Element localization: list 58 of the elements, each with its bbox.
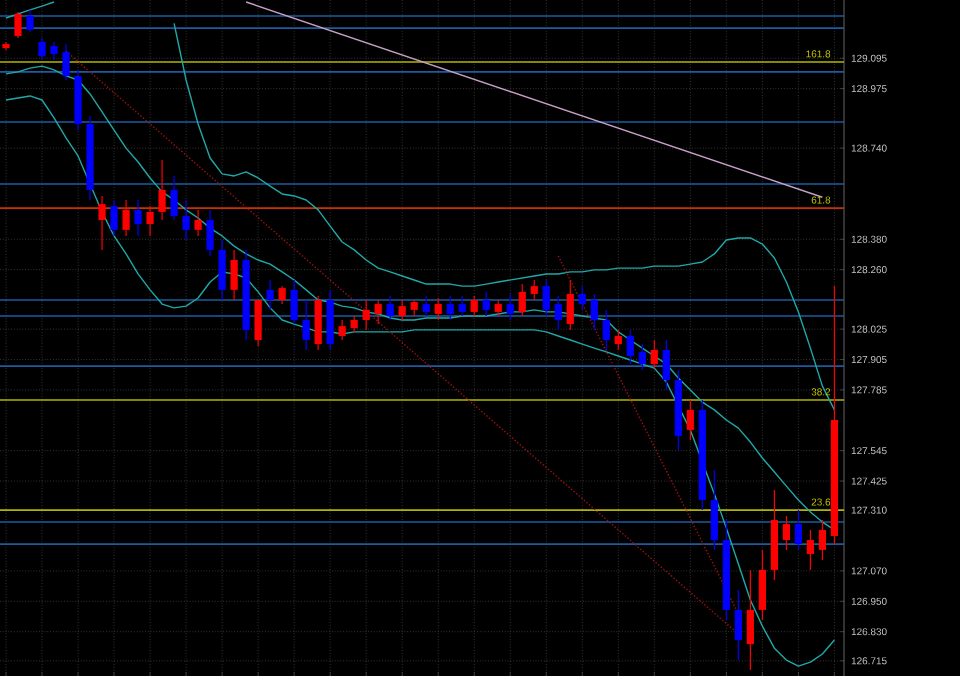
candlestick [206, 209, 214, 257]
candlestick [602, 309, 610, 351]
candlestick [290, 279, 298, 325]
candlestick [626, 329, 634, 365]
candlestick [254, 299, 262, 347]
line-series [5, 1, 55, 19]
candlestick [434, 297, 442, 321]
candlestick [374, 299, 382, 325]
candlestick [578, 285, 586, 311]
candlestick [530, 279, 538, 301]
candlestick [638, 343, 646, 371]
candlestick [110, 199, 118, 237]
candlestick [50, 41, 58, 61]
candlestick [38, 37, 46, 61]
candlestick [422, 295, 430, 317]
candlestick [566, 279, 574, 331]
candlestick [398, 299, 406, 321]
candlestick [302, 299, 310, 351]
candlestick [662, 339, 670, 391]
candlestick [590, 293, 598, 331]
candlestick [26, 9, 34, 33]
candlestick [542, 279, 550, 317]
candlestick [554, 295, 562, 331]
candlestick [134, 199, 142, 237]
candlestick [458, 295, 466, 317]
candlestick [62, 43, 70, 81]
candlestick [386, 295, 394, 321]
candlestick [146, 205, 154, 237]
candlestick [794, 509, 802, 551]
candlestick [686, 399, 694, 441]
candlestick [362, 299, 370, 331]
candlestick [482, 291, 490, 317]
candlestick [314, 295, 322, 351]
candlestick [182, 199, 190, 241]
candlestick [230, 249, 238, 301]
candlestick [518, 283, 526, 317]
candlestick [758, 549, 766, 621]
candlestick [326, 289, 334, 351]
candlestick [14, 11, 22, 39]
candlestick [158, 159, 166, 221]
candlestick [782, 515, 790, 551]
candlestick [218, 239, 226, 301]
candlestick [338, 319, 346, 341]
candlestick [506, 293, 514, 321]
candlestick [746, 569, 754, 671]
candlestick [98, 195, 106, 251]
candlestick [266, 279, 274, 311]
candlestick [734, 589, 742, 661]
candlestick [818, 519, 827, 561]
candlestick [614, 329, 622, 351]
candlestick [806, 529, 814, 571]
candlestick [170, 175, 178, 221]
candlestick [710, 469, 718, 551]
candlestick [470, 295, 478, 317]
candlestick [446, 295, 454, 321]
candlestick [650, 339, 658, 369]
candlestick [122, 199, 130, 237]
candlestick [194, 209, 202, 237]
